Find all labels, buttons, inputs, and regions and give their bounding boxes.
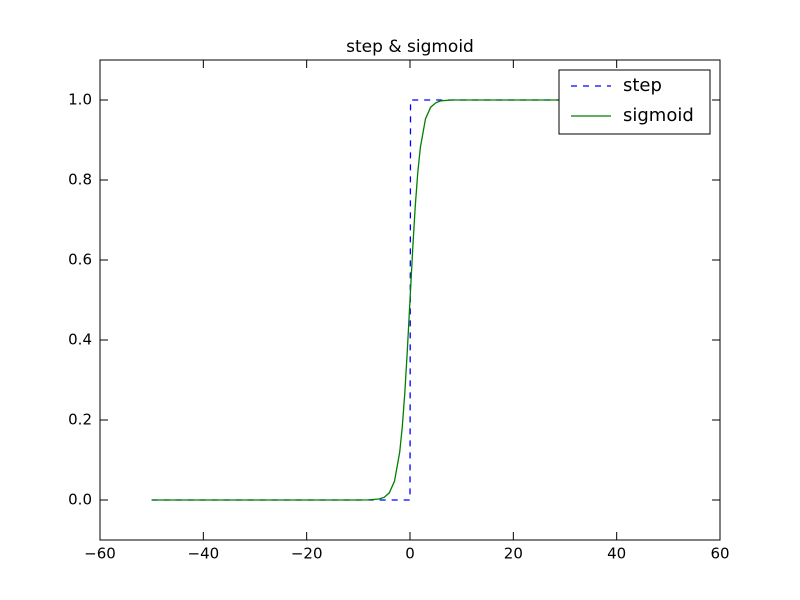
x-tick-label: −60 (84, 545, 116, 563)
chart-title: step & sigmoid (346, 37, 474, 57)
x-tick-label: 40 (607, 545, 626, 563)
x-tick-label: −20 (291, 545, 323, 563)
x-tick-label: −40 (188, 545, 220, 563)
y-tick-label: 0.0 (68, 491, 92, 509)
x-tick-label: 20 (504, 545, 523, 563)
plot-frame (99, 59, 721, 541)
y-tick-label: 0.8 (68, 171, 92, 189)
y-tick-label: 0.4 (68, 331, 92, 349)
y-tick-label: 0.2 (68, 411, 92, 429)
legend-label: sigmoid (623, 105, 694, 126)
legend-box (558, 69, 711, 135)
y-tick-label: 1.0 (68, 91, 92, 109)
legend-label: step (623, 75, 662, 96)
x-tick-label: 60 (710, 545, 729, 563)
y-tick-label: 0.6 (68, 251, 92, 269)
x-tick-label: 0 (405, 545, 415, 563)
series-line (151, 99, 669, 501)
